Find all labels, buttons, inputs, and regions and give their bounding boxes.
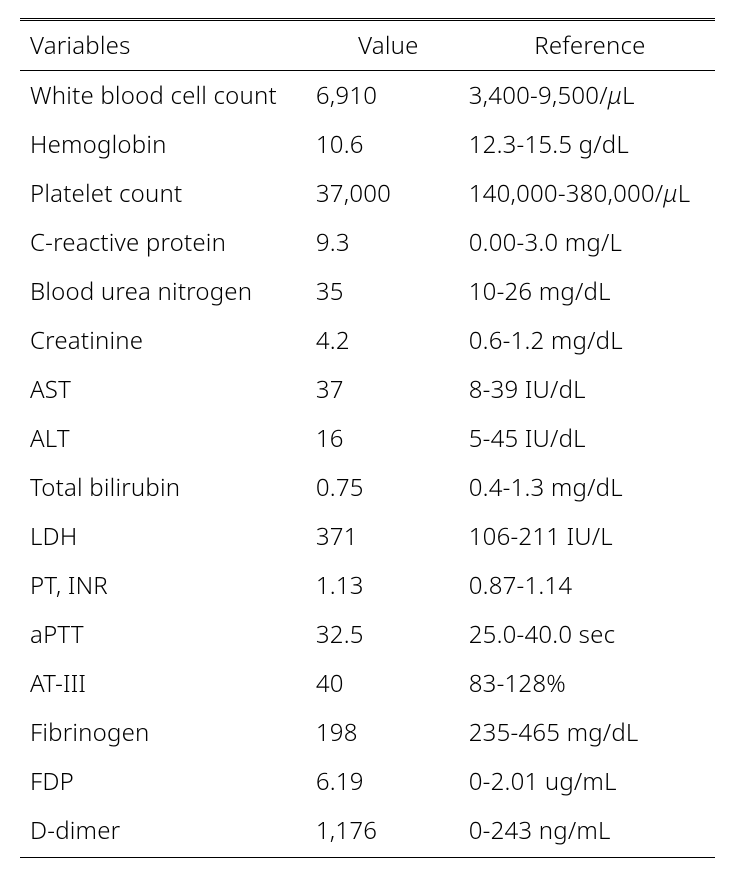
cell-value: 32.5 [312, 610, 465, 659]
cell-variable: Total bilirubin [20, 463, 312, 512]
cell-variable: Platelet count [20, 169, 312, 218]
table-row: FDP6.190-2.01 ug/mL [20, 757, 715, 806]
cell-value: 371 [312, 512, 465, 561]
cell-value: 6,910 [312, 71, 465, 121]
table-row: Total bilirubin0.750.4-1.3 mg/dL [20, 463, 715, 512]
column-header-reference: Reference [465, 20, 715, 71]
cell-value: 198 [312, 708, 465, 757]
cell-variable: ALT [20, 414, 312, 463]
cell-variable: C-reactive protein [20, 218, 312, 267]
cell-variable: Creatinine [20, 316, 312, 365]
cell-reference: 0.00-3.0 mg/L [465, 218, 715, 267]
cell-reference: 0.87-1.14 [465, 561, 715, 610]
cell-value: 1,176 [312, 806, 465, 858]
table-row: Creatinine4.20.6-1.2 mg/dL [20, 316, 715, 365]
cell-value: 0.75 [312, 463, 465, 512]
cell-variable: Hemoglobin [20, 120, 312, 169]
cell-reference: 8-39 IU/dL [465, 365, 715, 414]
table-header-row: Variables Value Reference [20, 20, 715, 71]
cell-value: 6.19 [312, 757, 465, 806]
cell-reference: 12.3-15.5 g/dL [465, 120, 715, 169]
cell-reference: 106-211 IU/L [465, 512, 715, 561]
table-row: AT-III4083-128% [20, 659, 715, 708]
cell-reference: 25.0-40.0 sec [465, 610, 715, 659]
table-body: White blood cell count6,9103,400-9,500/μ… [20, 71, 715, 858]
column-header-value: Value [312, 20, 465, 71]
table-row: aPTT32.525.0-40.0 sec [20, 610, 715, 659]
table-row: Hemoglobin10.612.3-15.5 g/dL [20, 120, 715, 169]
cell-reference: 10-26 mg/dL [465, 267, 715, 316]
cell-reference: 0.4-1.3 mg/dL [465, 463, 715, 512]
table-row: Platelet count37,000140,000-380,000/μL [20, 169, 715, 218]
table-row: White blood cell count6,9103,400-9,500/μ… [20, 71, 715, 121]
cell-value: 9.3 [312, 218, 465, 267]
cell-variable: AST [20, 365, 312, 414]
cell-value: 1.13 [312, 561, 465, 610]
cell-reference: 235-465 mg/dL [465, 708, 715, 757]
cell-value: 37,000 [312, 169, 465, 218]
cell-value: 35 [312, 267, 465, 316]
lab-results-table-container: Variables Value Reference White blood ce… [0, 0, 735, 874]
table-row: ALT165-45 IU/dL [20, 414, 715, 463]
lab-results-table: Variables Value Reference White blood ce… [20, 18, 715, 858]
table-row: LDH371106-211 IU/L [20, 512, 715, 561]
cell-value: 16 [312, 414, 465, 463]
cell-variable: LDH [20, 512, 312, 561]
table-row: D-dimer1,1760-243 ng/mL [20, 806, 715, 858]
cell-reference: 0.6-1.2 mg/dL [465, 316, 715, 365]
table-row: AST378-39 IU/dL [20, 365, 715, 414]
cell-reference: 140,000-380,000/μL [465, 169, 715, 218]
cell-value: 40 [312, 659, 465, 708]
cell-reference: 0-243 ng/mL [465, 806, 715, 858]
cell-variable: Fibrinogen [20, 708, 312, 757]
cell-variable: AT-III [20, 659, 312, 708]
cell-variable: Blood urea nitrogen [20, 267, 312, 316]
table-row: C-reactive protein9.30.00-3.0 mg/L [20, 218, 715, 267]
table-row: Blood urea nitrogen3510-26 mg/dL [20, 267, 715, 316]
cell-reference: 0-2.01 ug/mL [465, 757, 715, 806]
cell-variable: PT, INR [20, 561, 312, 610]
cell-reference: 5-45 IU/dL [465, 414, 715, 463]
cell-value: 10.6 [312, 120, 465, 169]
cell-reference: 3,400-9,500/μL [465, 71, 715, 121]
cell-value: 4.2 [312, 316, 465, 365]
cell-reference: 83-128% [465, 659, 715, 708]
cell-variable: aPTT [20, 610, 312, 659]
cell-value: 37 [312, 365, 465, 414]
cell-variable: D-dimer [20, 806, 312, 858]
cell-variable: FDP [20, 757, 312, 806]
cell-variable: White blood cell count [20, 71, 312, 121]
table-row: PT, INR1.130.87-1.14 [20, 561, 715, 610]
table-row: Fibrinogen198235-465 mg/dL [20, 708, 715, 757]
column-header-variables: Variables [20, 20, 312, 71]
